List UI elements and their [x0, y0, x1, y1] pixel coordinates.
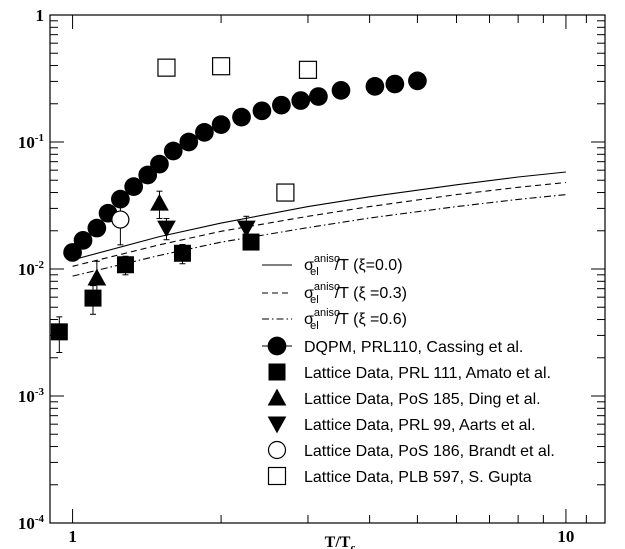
data-point [150, 154, 169, 174]
data-point [276, 183, 295, 202]
data-point [179, 132, 199, 152]
data-point [195, 123, 214, 142]
legend-marker [267, 440, 287, 460]
plot-area [50, 57, 566, 354]
data-point [84, 289, 102, 307]
legend-marker [267, 416, 287, 434]
data-point [163, 141, 183, 161]
data-point [252, 101, 272, 121]
x-axis-label: T/Tc [325, 534, 356, 549]
series-line-2 [72, 194, 566, 277]
data-point [63, 243, 82, 262]
data-point [87, 218, 107, 238]
data-point [157, 58, 176, 77]
data-point [116, 256, 134, 274]
legend-marker [267, 388, 287, 406]
legend-entry: Lattice Data, PRL 99, Aarts et al. [304, 417, 536, 434]
data-point [298, 60, 318, 79]
data-point [150, 193, 169, 211]
series-line-0 [72, 171, 566, 261]
legend-entry: σaniso el/T (ξ =0.3) [304, 281, 407, 306]
data-point [138, 165, 158, 185]
data-point [124, 177, 144, 197]
y-tick-label: 10-4 [18, 513, 45, 533]
data-point [331, 81, 351, 100]
data-point [309, 87, 328, 106]
legend-marker [267, 466, 287, 486]
legend-marker [267, 336, 287, 356]
data-point [236, 220, 256, 238]
data-point [211, 57, 231, 76]
data-point [291, 91, 311, 110]
data-point [365, 77, 385, 96]
data-point [73, 231, 93, 250]
data-point [111, 189, 130, 209]
data-point [272, 95, 291, 115]
y-tick-label: 10-2 [18, 259, 45, 279]
y-tick-label: 1 [36, 6, 45, 25]
legend-entry: DQPM, PRL110, Cassing et al. [304, 339, 523, 356]
legend-entry: σaniso el/T (ξ=0.0) [304, 253, 403, 278]
legend-entry: Lattice Data, PoS 186, Brandt et al. [304, 443, 555, 460]
data-point [211, 115, 231, 134]
legend-entry: σaniso el/T (ξ =0.6) [304, 307, 407, 332]
data-point [232, 107, 251, 127]
data-point [385, 74, 405, 94]
y-tick-label: 10-1 [18, 132, 44, 152]
data-point [242, 233, 260, 251]
legend-marker [268, 363, 286, 381]
data-point [111, 210, 130, 229]
data-point [50, 323, 68, 341]
data-point [87, 268, 107, 286]
legend-entry: Lattice Data, PoS 185, Ding et al. [304, 391, 541, 408]
x-tick-label: 1 [68, 527, 77, 546]
data-point [173, 244, 191, 262]
legend: σaniso el/T (ξ=0.0) σaniso el/T (ξ =0.3)σan… [262, 253, 555, 486]
series-line-1 [72, 181, 566, 267]
legend-entry: Lattice Data, PRL 111, Amato et al. [304, 365, 551, 382]
data-point [157, 220, 176, 238]
legend-entry: Lattice Data, PLB 597, S. Gupta [304, 469, 532, 486]
y-tick-label: 10-3 [18, 386, 45, 406]
data-point [408, 71, 427, 91]
x-tick-label: 10 [557, 527, 574, 546]
